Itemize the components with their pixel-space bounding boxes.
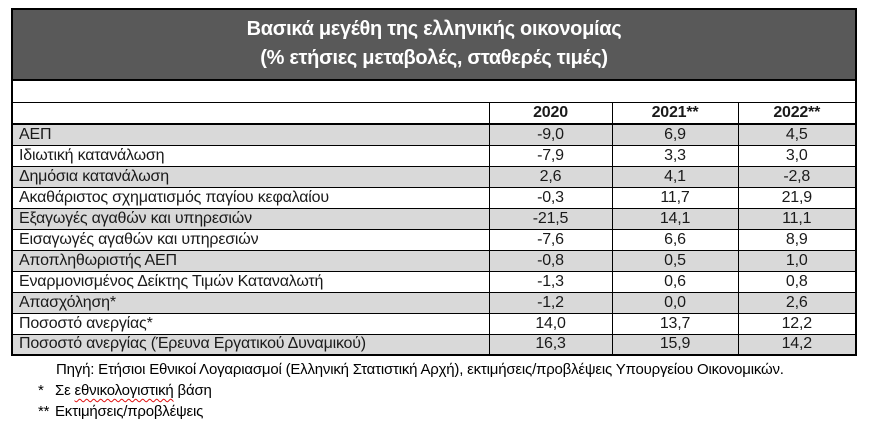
table-title-line1: Βασικά μεγέθη της ελληνικής οικονομίας (246, 18, 622, 40)
table-title: Βασικά μεγέθη της ελληνικής οικονομίας (… (12, 9, 856, 81)
table-row: Ακαθάριστος σχηματισμός παγίου κεφαλαίου… (11, 186, 857, 209)
spacer-row (12, 80, 856, 103)
year-header-row: 2020 2021** 2022** (11, 102, 857, 125)
row-label: ΑΕΠ (11, 123, 490, 146)
cell-value: -1,3 (488, 270, 613, 293)
table-row: Εισαγωγές αγαθών και υπηρεσιών -7,6 6,6 … (11, 228, 857, 251)
cell-value: 3,3 (611, 144, 739, 167)
corner-header-cell (11, 102, 490, 125)
footnotes: Πηγή: Ετήσιοι Εθνικοί Λογαριασμοί (Ελλην… (38, 359, 784, 422)
cell-value: 15,9 (611, 333, 739, 356)
cell-value: 3,0 (737, 144, 857, 167)
cell-value: 8,9 (737, 228, 857, 251)
cell-value: 0,0 (611, 291, 739, 314)
cell-value: 0,5 (611, 249, 739, 272)
cell-value: -0,8 (488, 249, 613, 272)
economy-table: Βασικά μεγέθη της ελληνικής οικονομίας (… (11, 8, 857, 356)
footnote-2-marker: ** (38, 403, 50, 420)
table-row: ΑΕΠ -9,0 6,9 4,5 (11, 123, 857, 146)
cell-value: 13,7 (611, 312, 739, 335)
footnote-1-prefix: Σε (55, 382, 75, 399)
footnote-1-suffix: βάση (173, 382, 212, 399)
cell-value: 11,1 (737, 207, 857, 230)
row-label: Εισαγωγές αγαθών και υπηρεσιών (11, 228, 490, 251)
cell-value: 4,5 (737, 123, 857, 146)
cell-value: 4,1 (611, 165, 739, 188)
table-row: Απασχόληση* -1,2 0,0 2,6 (11, 291, 857, 314)
cell-value: 11,7 (611, 186, 739, 209)
table-title-line2: (% ετήσιες μεταβολές, σταθερές τιμές) (260, 47, 608, 69)
cell-value: 6,6 (611, 228, 739, 251)
cell-value: 0,8 (737, 270, 857, 293)
footnote-1: * Σε εθνικολογιστική βάση (38, 380, 784, 401)
col-header-2022: 2022** (737, 102, 857, 125)
row-label: Απασχόληση* (11, 291, 490, 314)
cell-value: -7,9 (488, 144, 613, 167)
cell-value: -2,8 (737, 165, 857, 188)
row-label: Εναρμονισμένος Δείκτης Τιμών Καταναλωτή (11, 270, 490, 293)
footnote-1-text: Σε εθνικολογιστική βάση (55, 380, 212, 401)
row-label: Αποπληθωριστής ΑΕΠ (11, 249, 490, 272)
table-row: Δημόσια κατανάλωση 2,6 4,1 -2,8 (11, 165, 857, 188)
cell-value: 0,6 (611, 270, 739, 293)
cell-value: 1,0 (737, 249, 857, 272)
spacer-cell (12, 80, 856, 103)
cell-value: -7,6 (488, 228, 613, 251)
table-row: Ποσοστό ανεργίας* 14,0 13,7 12,2 (11, 312, 857, 335)
row-label: Ποσοστό ανεργίας* (11, 312, 490, 335)
title-row: Βασικά μεγέθη της ελληνικής οικονομίας (… (12, 9, 856, 81)
spellcheck-word: εθνικολογιστική (74, 382, 174, 399)
row-label: Ακαθάριστος σχηματισμός παγίου κεφαλαίου (11, 186, 490, 209)
cell-value: -1,2 (488, 291, 613, 314)
cell-value: 16,3 (488, 333, 613, 356)
cell-value: 14,1 (611, 207, 739, 230)
table-row: Ποσοστό ανεργίας (Έρευνα Εργατικού Δυναμ… (11, 333, 857, 356)
cell-value: -9,0 (488, 123, 613, 146)
col-header-2020: 2020 (488, 102, 613, 125)
cell-value: 2,6 (488, 165, 613, 188)
cell-value: 21,9 (737, 186, 857, 209)
cell-value: 2,6 (737, 291, 857, 314)
cell-value: -0,3 (488, 186, 613, 209)
cell-value: -21,5 (488, 207, 613, 230)
row-label: Δημόσια κατανάλωση (11, 165, 490, 188)
table-row: Εναρμονισμένος Δείκτης Τιμών Καταναλωτή … (11, 270, 857, 293)
row-label: Ιδιωτική κατανάλωση (11, 144, 490, 167)
source-note: Πηγή: Ετήσιοι Εθνικοί Λογαριασμοί (Ελλην… (56, 361, 784, 378)
footnote-2-text: Εκτιμήσεις/προβλέψεις (55, 403, 204, 420)
col-header-2021: 2021** (611, 102, 739, 125)
cell-value: 14,0 (488, 312, 613, 335)
table-row: Ιδιωτική κατανάλωση -7,9 3,3 3,0 (11, 144, 857, 167)
row-label: Ποσοστό ανεργίας (Έρευνα Εργατικού Δυναμ… (11, 333, 490, 356)
footnote-2: ** Εκτιμήσεις/προβλέψεις (38, 401, 784, 422)
cell-value: 12,2 (737, 312, 857, 335)
cell-value: 14,2 (737, 333, 857, 356)
table-row: Εξαγωγές αγαθών και υπηρεσιών -21,5 14,1… (11, 207, 857, 230)
cell-value: 6,9 (611, 123, 739, 146)
table-row: Αποπληθωριστής ΑΕΠ -0,8 0,5 1,0 (11, 249, 857, 272)
footnote-1-marker: * (38, 382, 44, 399)
row-label: Εξαγωγές αγαθών και υπηρεσιών (11, 207, 490, 230)
